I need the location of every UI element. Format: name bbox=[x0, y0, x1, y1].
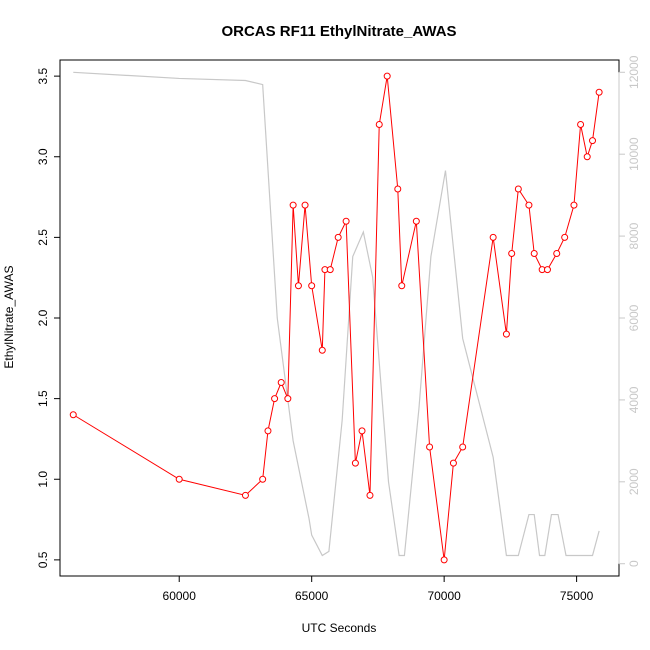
data-point bbox=[440, 556, 448, 564]
data-point bbox=[308, 282, 316, 290]
x-axis: 60000 65000 70000 75000 bbox=[163, 575, 594, 603]
data-point bbox=[375, 121, 383, 128]
y-tick-label: 2.5 bbox=[36, 229, 50, 246]
data-point bbox=[175, 475, 183, 483]
series-layer bbox=[69, 71, 603, 564]
x-tick-label: 70000 bbox=[427, 589, 461, 603]
data-point bbox=[334, 233, 342, 241]
data-point bbox=[595, 88, 603, 96]
data-point bbox=[264, 427, 272, 435]
data-point bbox=[583, 153, 591, 161]
data-point bbox=[342, 217, 350, 225]
right-y-axis: 0 2000 4000 6000 8000 10000 12000 bbox=[618, 55, 641, 567]
data-point bbox=[366, 491, 374, 499]
data-point bbox=[289, 201, 297, 209]
data-point bbox=[577, 121, 585, 128]
y-tick-label: 0.5 bbox=[36, 551, 50, 568]
data-point bbox=[284, 395, 292, 403]
y-tick-label: 1.0 bbox=[36, 471, 50, 488]
y-tick-label: 2.0 bbox=[36, 309, 50, 326]
data-point bbox=[398, 282, 406, 290]
data-point bbox=[502, 330, 510, 338]
right-y-tick-label: 2000 bbox=[627, 468, 641, 495]
right-y-tick-label: 10000 bbox=[627, 137, 641, 171]
right-y-tick-label: 6000 bbox=[627, 304, 641, 331]
data-point bbox=[351, 459, 359, 467]
y-axis-title: EthylNitrate_AWAS bbox=[2, 265, 16, 368]
x-tick-label: 60000 bbox=[163, 589, 197, 603]
right-y-tick-label: 8000 bbox=[627, 222, 641, 249]
data-point bbox=[318, 346, 326, 354]
data-point bbox=[543, 266, 551, 274]
plot-frame bbox=[59, 59, 620, 577]
data-point bbox=[525, 201, 533, 209]
data-point bbox=[589, 137, 597, 145]
series-line-ethylnitrate bbox=[72, 76, 600, 560]
right-y-tick-label: 12000 bbox=[627, 55, 641, 89]
data-point bbox=[241, 491, 249, 499]
data-point bbox=[530, 250, 538, 257]
x-tick-label: 65000 bbox=[295, 589, 329, 603]
x-tick-label: 75000 bbox=[560, 589, 594, 603]
data-point bbox=[301, 201, 309, 209]
data-point bbox=[570, 201, 578, 209]
y-tick-label: 1.5 bbox=[36, 390, 50, 407]
y-tick-label: 3.5 bbox=[36, 67, 50, 84]
data-point bbox=[553, 250, 561, 257]
data-point bbox=[294, 282, 302, 290]
data-point bbox=[426, 443, 434, 451]
data-point bbox=[394, 185, 402, 193]
x-axis-title: UTC Seconds bbox=[302, 621, 377, 635]
right-y-tick-label: 4000 bbox=[627, 386, 641, 413]
data-point bbox=[383, 72, 391, 80]
data-point bbox=[508, 250, 516, 257]
y-axis: 0.5 1.0 1.5 2.0 2.5 3.0 3.5 bbox=[36, 67, 61, 568]
data-point bbox=[259, 475, 267, 483]
data-point bbox=[358, 427, 366, 435]
data-point bbox=[489, 233, 497, 241]
series-line-secondary bbox=[73, 71, 600, 557]
data-point bbox=[514, 185, 522, 193]
y-tick-label: 3.0 bbox=[36, 148, 50, 165]
data-point bbox=[412, 217, 420, 225]
data-point bbox=[69, 411, 77, 419]
data-point bbox=[326, 266, 334, 274]
data-point bbox=[449, 459, 457, 467]
data-point bbox=[277, 379, 285, 386]
right-y-tick-label: 0 bbox=[627, 560, 641, 567]
data-point bbox=[271, 395, 279, 403]
data-point bbox=[561, 233, 569, 241]
chart-title: ORCAS RF11 EthylNitrate_AWAS bbox=[221, 23, 456, 40]
data-point bbox=[459, 443, 467, 451]
